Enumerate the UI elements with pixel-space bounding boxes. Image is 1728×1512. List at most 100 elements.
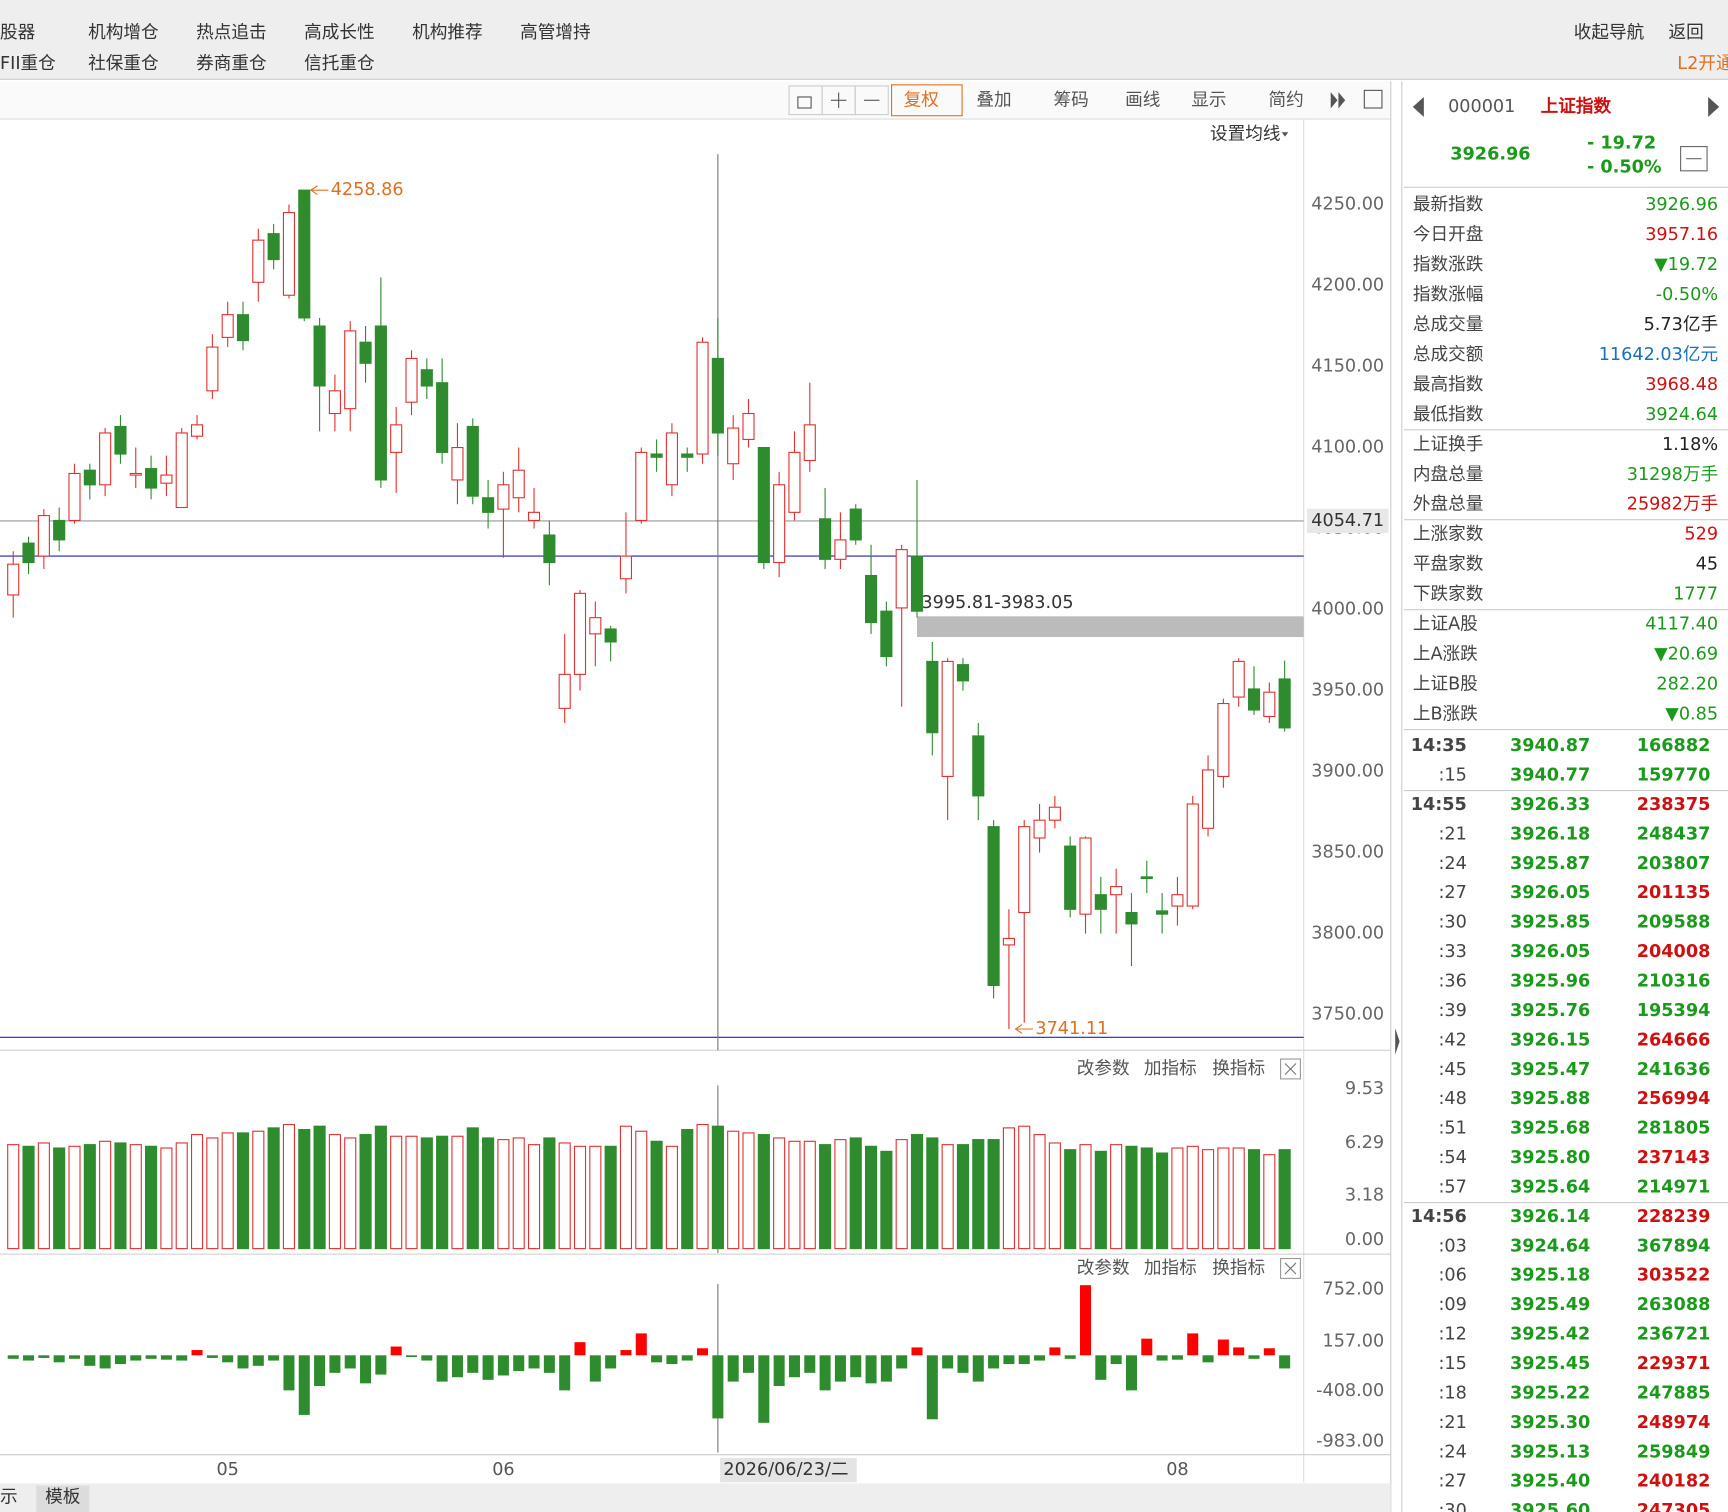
menu-item[interactable]: 机构增仓 <box>88 22 159 43</box>
tab[interactable] <box>36 1485 90 1512</box>
minimize-button[interactable] <box>1680 146 1708 172</box>
bottom-bar <box>0 1483 1391 1512</box>
quote-value: ▼0.85 <box>1665 705 1718 725</box>
tab-label[interactable]: 模板 <box>45 1487 81 1508</box>
candle-body <box>926 660 939 734</box>
indicator-tool[interactable]: 改参数 <box>1077 1257 1130 1278</box>
icon[interactable] <box>1330 92 1338 109</box>
quote-label: 内盘总量 <box>1413 464 1484 485</box>
prev-button[interactable] <box>1412 96 1424 117</box>
next-button[interactable] <box>1708 96 1720 117</box>
quote-label: 下跌家数 <box>1413 584 1484 605</box>
trade-volume: 203807 <box>1637 854 1711 874</box>
dropdown-arrow <box>1281 132 1289 137</box>
macd-bar <box>1248 1355 1260 1359</box>
trade-price: 3925.45 <box>1510 1354 1590 1374</box>
toolbar-button[interactable]: 显示 <box>1191 90 1226 110</box>
macd-bar <box>160 1355 172 1360</box>
quote-label: 上涨家数 <box>1413 524 1484 545</box>
close-button[interactable] <box>1280 1257 1301 1279</box>
macd-bar <box>191 1350 203 1356</box>
candle-body <box>390 424 403 453</box>
volume-bar <box>1201 1149 1215 1250</box>
macd-bar <box>329 1355 341 1373</box>
l2-link[interactable]: L2开通 <box>1677 53 1728 74</box>
indicator-tool[interactable]: 换指标 <box>1212 1058 1265 1079</box>
candle-body <box>374 325 387 481</box>
candle-body <box>160 474 173 484</box>
quote-label: 总成交额 <box>1413 344 1484 365</box>
candle-body <box>788 451 801 513</box>
collapse-handle[interactable] <box>1395 1028 1400 1055</box>
indicator-tool[interactable]: 改参数 <box>1077 1058 1130 1079</box>
macd-bar <box>1125 1355 1137 1391</box>
menu-item[interactable]: 股器 <box>0 23 36 43</box>
close-button[interactable] <box>1280 1058 1301 1080</box>
candle-body <box>37 515 50 557</box>
candle-body <box>7 563 20 596</box>
macd-bar <box>1034 1355 1046 1361</box>
last-price-box <box>1307 508 1389 534</box>
candle-body <box>252 239 265 283</box>
volume-bar <box>910 1134 924 1250</box>
toolbar-button[interactable]: 叠加 <box>976 89 1011 110</box>
menu-item[interactable]: 社保重仓 <box>88 53 159 74</box>
volume-bar <box>374 1125 387 1250</box>
candle-body <box>22 542 35 564</box>
menu-item[interactable]: 高成长性 <box>304 22 375 43</box>
menu-item[interactable]: 返回 <box>1668 22 1703 43</box>
indicator-tool[interactable]: 换指标 <box>1212 1257 1265 1278</box>
candle-body <box>665 432 678 486</box>
trade-time: :24 <box>1438 854 1466 874</box>
annotation: 3741.11 <box>1035 1019 1108 1039</box>
candle-body <box>956 664 970 682</box>
macd-bar <box>451 1355 463 1378</box>
menu-item[interactable]: 收起导航 <box>1574 22 1645 43</box>
quote-price: 3926.96 <box>1450 144 1530 164</box>
macd-bar <box>1217 1339 1229 1356</box>
volume-bar <box>972 1139 985 1250</box>
volume-bar <box>37 1142 50 1250</box>
trade-price: 3925.22 <box>1510 1383 1590 1403</box>
candle-body <box>53 519 66 541</box>
macd-bar <box>758 1355 770 1423</box>
menu-item[interactable]: 热点追击 <box>196 22 267 43</box>
menu-item[interactable]: 券商重仓 <box>196 53 267 74</box>
toolbar-button[interactable]: 画线 <box>1125 89 1160 110</box>
candle-body <box>880 610 893 658</box>
macd-bar <box>513 1355 525 1372</box>
macd-bar <box>1064 1355 1076 1359</box>
icon <box>797 96 812 109</box>
volume-bar <box>742 1132 755 1250</box>
macd-bar <box>1141 1338 1153 1356</box>
macd-bar <box>773 1355 785 1386</box>
indicator-tool[interactable]: 加指标 <box>1144 1058 1197 1079</box>
macd-bar <box>405 1355 418 1358</box>
volume-bar <box>543 1137 556 1250</box>
toolbar-button[interactable]: 筹码 <box>1054 89 1089 110</box>
candle-body <box>941 660 954 777</box>
trade-price: 3925.87 <box>1510 854 1590 874</box>
trade-price: 3925.13 <box>1510 1442 1590 1462</box>
menu-item[interactable]: 高管增持 <box>520 22 591 43</box>
volume-bar <box>635 1130 648 1250</box>
trade-price: 3925.68 <box>1510 1119 1590 1139</box>
zoom-out-button[interactable] <box>854 85 889 116</box>
tab-label[interactable]: 示 <box>0 1488 18 1508</box>
toolbar-button[interactable]: 复权 <box>904 89 940 110</box>
fullscreen-button[interactable] <box>1363 89 1383 109</box>
icon[interactable] <box>1338 92 1346 109</box>
menu-item[interactable]: 机构推荐 <box>412 22 483 43</box>
menu-item[interactable]: 信托重仓 <box>304 53 375 74</box>
macd-bar <box>390 1346 402 1356</box>
volume-bar <box>160 1147 173 1250</box>
candle-body <box>420 369 433 387</box>
crosshair-box <box>720 1458 857 1483</box>
indicator-tool[interactable]: 加指标 <box>1144 1257 1197 1278</box>
menu-item[interactable]: FII重仓 <box>0 53 56 74</box>
macd-bar <box>620 1350 632 1356</box>
volume-bar <box>436 1135 449 1250</box>
toolbar-button[interactable]: 简约 <box>1268 89 1303 110</box>
ma-setting[interactable]: 设置均线 <box>1210 123 1281 144</box>
